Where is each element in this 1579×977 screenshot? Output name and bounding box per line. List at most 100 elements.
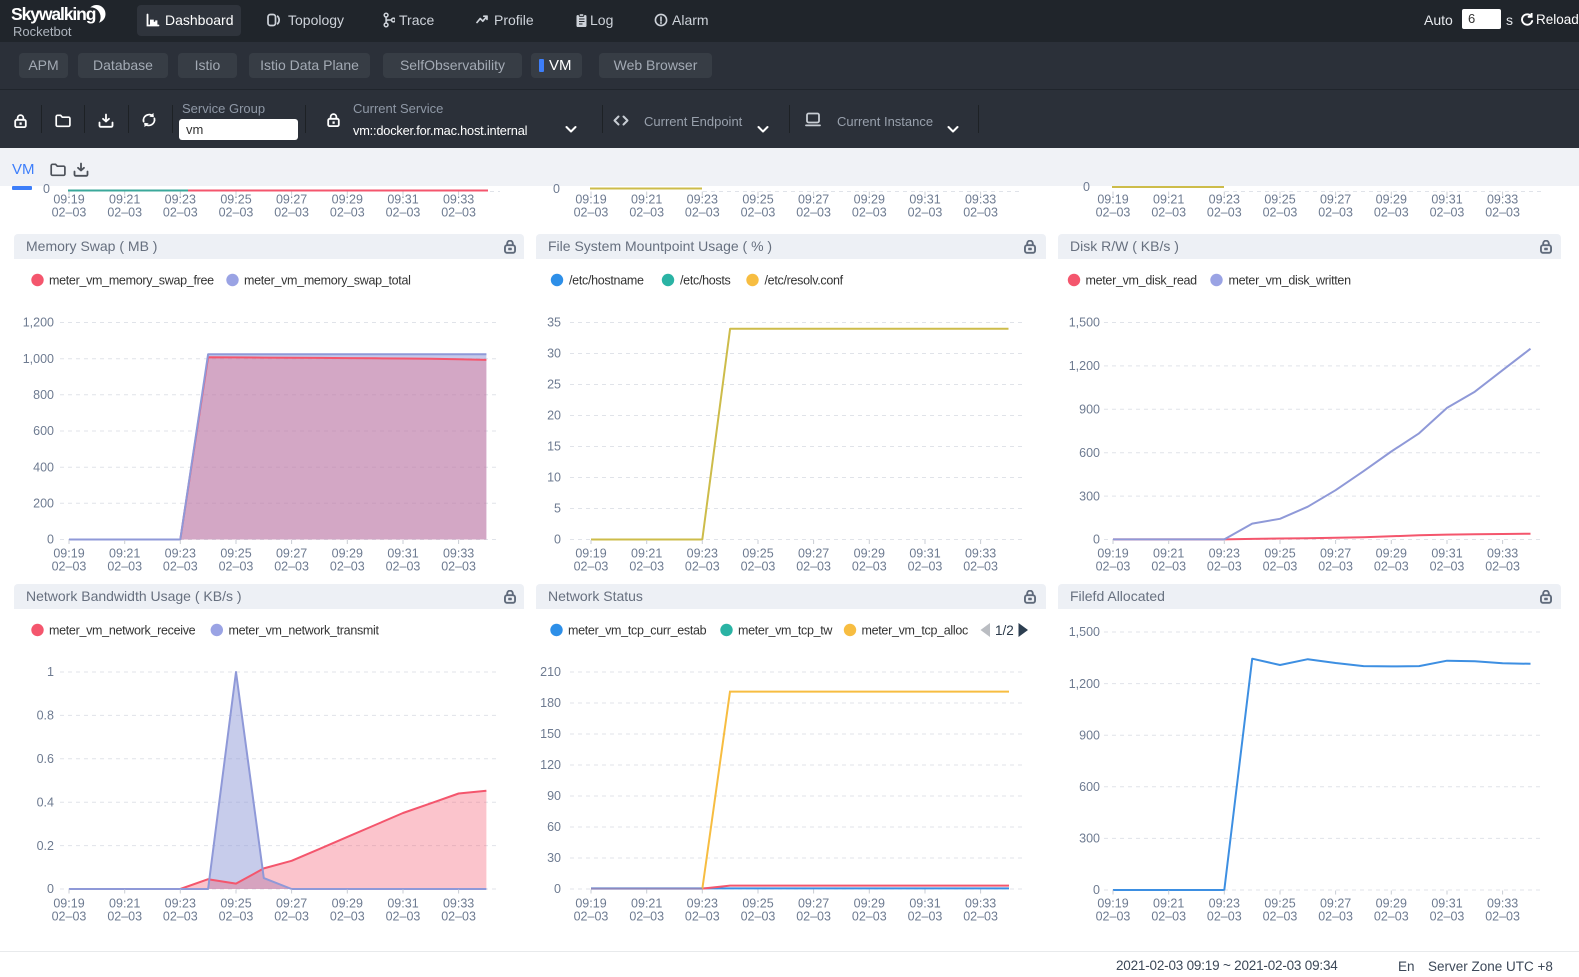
- svg-text:02–03: 02–03: [219, 560, 254, 574]
- svg-text:30: 30: [547, 347, 561, 361]
- svg-text:02–03: 02–03: [1207, 910, 1242, 924]
- svg-text:0: 0: [554, 882, 561, 896]
- svg-text:09:27: 09:27: [276, 897, 307, 911]
- svg-text:02–03: 02–03: [1318, 910, 1353, 924]
- svg-text:09:19: 09:19: [575, 193, 606, 207]
- svg-text:meter_vm_memory_swap_total: meter_vm_memory_swap_total: [244, 274, 411, 288]
- svg-text:09:25: 09:25: [742, 547, 773, 561]
- svg-text:02–03: 02–03: [330, 206, 365, 220]
- svg-text:09:31: 09:31: [909, 897, 940, 911]
- svg-text:0.6: 0.6: [37, 752, 54, 766]
- svg-text:02–03: 02–03: [52, 910, 87, 924]
- svg-text:02–03: 02–03: [796, 910, 831, 924]
- svg-text:02–03: 02–03: [441, 910, 476, 924]
- svg-text:09:33: 09:33: [443, 897, 474, 911]
- svg-text:meter_vm_tcp_alloc: meter_vm_tcp_alloc: [862, 624, 969, 638]
- svg-text:09:27: 09:27: [276, 193, 307, 207]
- svg-text:09:33: 09:33: [965, 547, 996, 561]
- svg-text:09:33: 09:33: [965, 897, 996, 911]
- svg-text:02–03: 02–03: [386, 560, 421, 574]
- svg-text:09:33: 09:33: [1487, 193, 1518, 207]
- svg-text:0: 0: [1093, 533, 1100, 547]
- svg-text:02–03: 02–03: [685, 560, 720, 574]
- svg-text:02–03: 02–03: [330, 560, 365, 574]
- svg-text:09:31: 09:31: [1431, 897, 1462, 911]
- svg-text:02–03: 02–03: [574, 560, 609, 574]
- svg-text:02–03: 02–03: [908, 910, 943, 924]
- svg-text:02–03: 02–03: [852, 560, 887, 574]
- svg-text:09:23: 09:23: [165, 897, 196, 911]
- svg-text:09:33: 09:33: [443, 193, 474, 207]
- svg-text:09:27: 09:27: [798, 897, 829, 911]
- svg-text:09:29: 09:29: [332, 897, 363, 911]
- svg-text:02–03: 02–03: [963, 206, 998, 220]
- svg-text:1,000: 1,000: [23, 352, 54, 366]
- svg-text:5: 5: [554, 502, 561, 516]
- svg-text:02–03: 02–03: [441, 560, 476, 574]
- svg-text:meter_vm_tcp_curr_estab: meter_vm_tcp_curr_estab: [568, 624, 707, 638]
- svg-text:02–03: 02–03: [107, 560, 142, 574]
- svg-text:900: 900: [1079, 728, 1100, 742]
- svg-text:09:31: 09:31: [1431, 193, 1462, 207]
- svg-text:09:25: 09:25: [220, 897, 251, 911]
- svg-text:meter_vm_disk_written: meter_vm_disk_written: [1229, 274, 1352, 288]
- svg-text:0: 0: [47, 533, 54, 547]
- svg-text:02–03: 02–03: [963, 560, 998, 574]
- svg-text:02–03: 02–03: [1096, 206, 1131, 220]
- svg-text:02–03: 02–03: [274, 560, 309, 574]
- svg-text:02–03: 02–03: [163, 206, 198, 220]
- svg-text:02–03: 02–03: [629, 910, 664, 924]
- svg-text:02–03: 02–03: [1318, 206, 1353, 220]
- svg-text:02–03: 02–03: [741, 910, 776, 924]
- svg-text:02–03: 02–03: [796, 206, 831, 220]
- svg-text:09:21: 09:21: [1153, 547, 1184, 561]
- svg-text:02–03: 02–03: [1430, 206, 1465, 220]
- svg-text:02–03: 02–03: [1096, 910, 1131, 924]
- svg-text:0: 0: [554, 533, 561, 547]
- svg-text:/etc/resolv.conf: /etc/resolv.conf: [765, 274, 844, 288]
- svg-text:90: 90: [547, 789, 561, 803]
- svg-text:02–03: 02–03: [1151, 910, 1186, 924]
- svg-text:35: 35: [547, 316, 561, 330]
- svg-text:09:23: 09:23: [165, 547, 196, 561]
- svg-text:02–03: 02–03: [1151, 206, 1186, 220]
- svg-text:02–03: 02–03: [908, 560, 943, 574]
- svg-text:09:29: 09:29: [854, 547, 885, 561]
- svg-text:09:33: 09:33: [965, 193, 996, 207]
- svg-text:09:25: 09:25: [1264, 897, 1295, 911]
- svg-text:02–03: 02–03: [107, 206, 142, 220]
- svg-text:400: 400: [33, 460, 54, 474]
- svg-text:02–03: 02–03: [1151, 560, 1186, 574]
- svg-text:/etc/hosts: /etc/hosts: [680, 274, 731, 288]
- svg-text:1: 1: [47, 665, 54, 679]
- svg-text:0: 0: [1083, 180, 1090, 194]
- svg-text:10: 10: [547, 471, 561, 485]
- svg-text:09:27: 09:27: [276, 547, 307, 561]
- svg-text:800: 800: [33, 388, 54, 402]
- svg-text:02–03: 02–03: [386, 910, 421, 924]
- svg-text:15: 15: [547, 440, 561, 454]
- svg-text:meter_vm_tcp_tw: meter_vm_tcp_tw: [738, 624, 833, 638]
- svg-text:0.4: 0.4: [37, 795, 54, 809]
- svg-text:02–03: 02–03: [741, 206, 776, 220]
- svg-text:09:29: 09:29: [332, 547, 363, 561]
- svg-text:09:23: 09:23: [687, 547, 718, 561]
- svg-text:09:31: 09:31: [909, 547, 940, 561]
- svg-text:09:31: 09:31: [387, 547, 418, 561]
- svg-text:02–03: 02–03: [963, 910, 998, 924]
- svg-text:02–03: 02–03: [741, 560, 776, 574]
- svg-text:02–03: 02–03: [796, 560, 831, 574]
- svg-text:02–03: 02–03: [852, 910, 887, 924]
- svg-text:09:25: 09:25: [1264, 193, 1295, 207]
- svg-text:120: 120: [540, 758, 561, 772]
- svg-text:02–03: 02–03: [1485, 206, 1520, 220]
- svg-text:09:33: 09:33: [1487, 897, 1518, 911]
- svg-text:09:23: 09:23: [1209, 897, 1240, 911]
- svg-text:210: 210: [540, 665, 561, 679]
- svg-text:09:23: 09:23: [1209, 547, 1240, 561]
- svg-text:150: 150: [540, 727, 561, 741]
- svg-text:09:29: 09:29: [1376, 193, 1407, 207]
- svg-text:09:19: 09:19: [53, 897, 84, 911]
- svg-text:02–03: 02–03: [852, 206, 887, 220]
- svg-text:600: 600: [33, 424, 54, 438]
